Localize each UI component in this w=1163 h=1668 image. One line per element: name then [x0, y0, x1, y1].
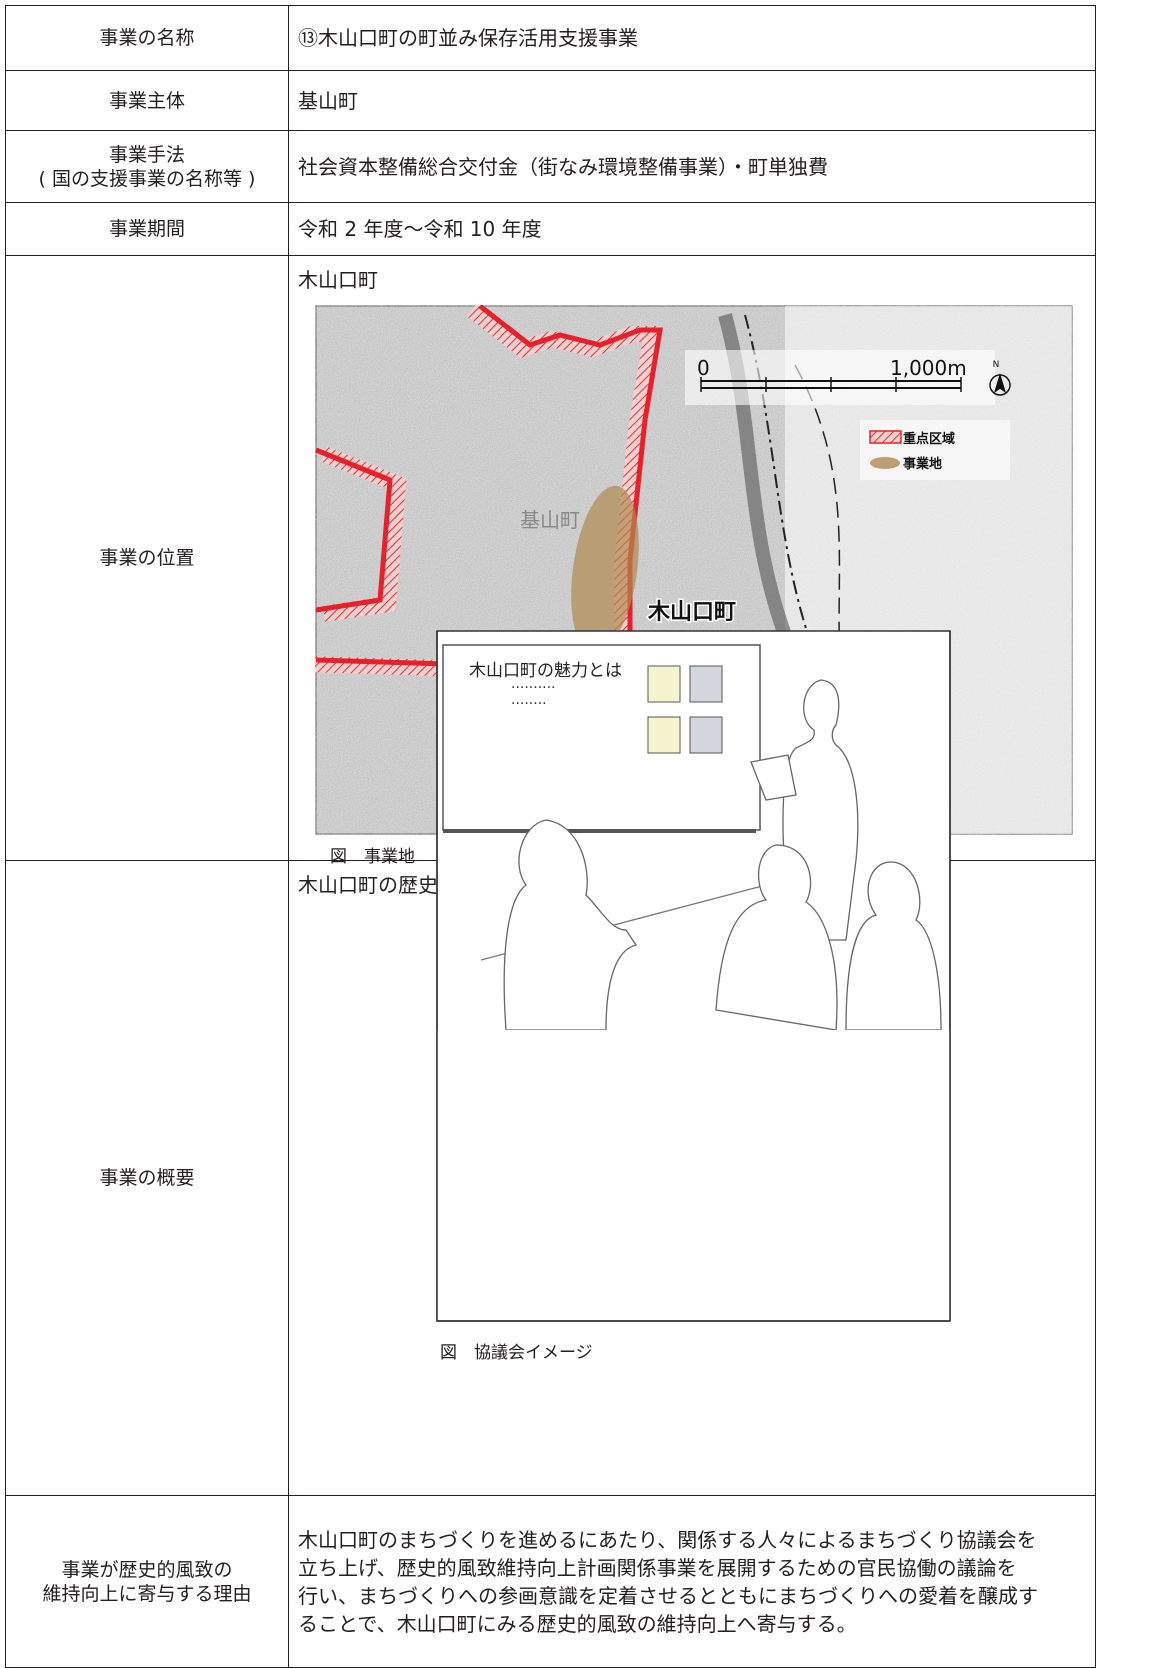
caption: 図 協議会イメージ: [440, 1343, 593, 1363]
label-line: 事業の位置: [99, 547, 195, 569]
sticky-note: [689, 716, 723, 754]
sticky-note: [689, 665, 723, 703]
label-line: 事業の概要: [99, 1167, 195, 1189]
boundary: [315, 447, 393, 613]
content-text: 社会資本整備総合交付金（街なみ環境整備事業）・町単独費: [298, 154, 828, 179]
label-line: 維持向上に寄与する理由: [42, 1582, 252, 1605]
rail: [744, 314, 836, 834]
caption: 図 事業地: [330, 847, 415, 867]
board-text: 木山口町の魅力とは: [469, 661, 622, 681]
content-text: 基山町: [298, 88, 358, 113]
content-text: 木山口町: [298, 268, 378, 292]
paragraph-line: ることで、木山口町にみる歴史的風致の維持向上へ寄与する。: [298, 1611, 857, 1636]
legend-swatch: [869, 430, 902, 444]
sticky-note: [647, 716, 681, 754]
illustration: 木山口町の魅力とは··················: [436, 630, 951, 1322]
row-content: 令和 2 年度～令和 10 年度: [288, 202, 1096, 256]
row-content: ⑬木山口町の町並み保存活用支援事業: [288, 5, 1096, 71]
north-label: N: [993, 360, 1000, 370]
paper: [750, 754, 797, 801]
row-content: 社会資本整備総合交付金（街なみ環境整備事業）・町単独費: [288, 130, 1096, 203]
row-label: 事業の概要: [5, 860, 289, 1496]
paragraph-line: 木山口町のまちづくりを進めるにあたり、関係する人々によるまちづくり協議会を: [298, 1527, 1037, 1552]
paragraph: 木山口町のまちづくりを進めるにあたり、関係する人々によるまちづくり協議会を 立ち上…: [298, 1526, 1038, 1638]
label-line: 事業の名称: [99, 27, 195, 49]
road: [794, 364, 846, 834]
scale-end: 1,000m: [890, 356, 967, 380]
row-content: 木山口町のまちづくりを進めるにあたり、関係する人々によるまちづくり協議会を 立ち上…: [288, 1495, 1096, 1668]
sticky-note: [647, 665, 681, 703]
content-text: ⑬木山口町の町並み保存活用支援事業: [298, 26, 638, 50]
label-line: 事業主体: [108, 89, 185, 112]
row-content: 基山町: [288, 70, 1096, 131]
label-line: ( 国の支援事業の名称等 ): [38, 167, 256, 190]
row-label: 事業の位置: [5, 255, 289, 861]
label-line: 事業手法: [108, 143, 185, 166]
scale-start: 0: [697, 356, 710, 380]
legend-label: 事業地: [903, 456, 942, 472]
row-label: 事業の名称: [5, 5, 289, 71]
legend-swatch: [870, 457, 900, 469]
north-arrow: [994, 373, 1006, 393]
frame-bottom: [437, 1030, 950, 1320]
board-dots: ········: [511, 696, 547, 712]
place-label: 木山口町: [647, 600, 736, 625]
row-label: 事業主体: [5, 70, 289, 131]
project-site: [571, 485, 639, 655]
row-label: 事業期間: [5, 202, 289, 256]
person-left: [503, 819, 638, 1031]
legend-bg: [860, 420, 1010, 480]
paragraph-line: 立ち上げ、歴史的風致維持向上計画関係事業を展開するための官民協働の議論を: [298, 1555, 1017, 1580]
legend-label: 重点区域: [903, 431, 955, 447]
label-line: 事業期間: [108, 218, 185, 240]
label-line: 事業が歴史的風致の: [61, 1558, 233, 1581]
content-text: 令和 2 年度～令和 10 年度: [298, 217, 542, 241]
town-label: 基山町: [520, 508, 580, 532]
scale-bg: [685, 350, 995, 405]
row-label: 事業が歴史的風致の 維持向上に寄与する理由: [5, 1495, 289, 1668]
paragraph-line: 行い、まちづくりへの参画意識を定着させるとともにまちづくりへの愛着を醸成す: [298, 1583, 1038, 1608]
board-dots: ··········: [511, 680, 556, 696]
row-label: 事業手法( 国の支援事業の名称等 ): [5, 130, 289, 203]
